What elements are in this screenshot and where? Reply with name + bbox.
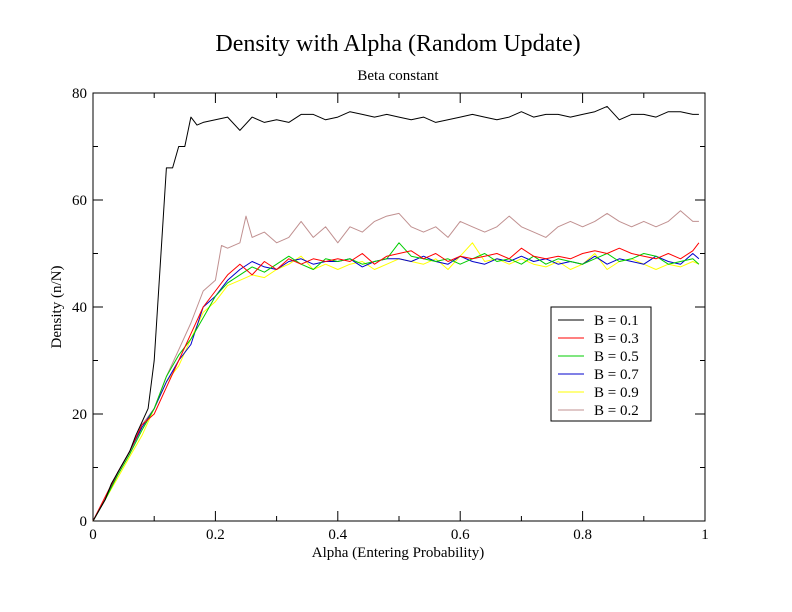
y-tick-label: 40 — [72, 300, 87, 316]
legend-label: B = 0.7 — [594, 367, 639, 383]
y-tick-label: 80 — [72, 86, 87, 102]
legend-label: B = 0.1 — [594, 313, 639, 329]
x-tick-label: 0.8 — [573, 527, 592, 543]
legend: B = 0.1 B = 0.3 B = 0.5 B = 0.7 B = 0.9 B = 0… — [550, 306, 652, 422]
x-tick-label: 1 — [701, 527, 709, 543]
series-line-b-0-2 — [92, 210, 699, 522]
x-tick-label: 0.4 — [328, 527, 347, 543]
x-tick-label: 0 — [89, 527, 97, 543]
series-layer — [92, 105, 700, 522]
y-tick-label: 20 — [72, 407, 87, 423]
x-tick-label: 0.2 — [206, 527, 225, 543]
series-line-b-0-3 — [92, 242, 700, 522]
legend-label: B = 0.9 — [594, 385, 639, 401]
series-line-b-0-1 — [92, 105, 699, 522]
series-line-b-0-5 — [92, 242, 700, 522]
x-tick-label: 0.6 — [451, 527, 470, 543]
chart-title: Density with Alpha (Random Update) — [215, 31, 580, 57]
y-axis-label: Density (n/N) — [49, 266, 65, 349]
axis-ticks: 0 0.2 0.4 0.6 0.8 1 0 20 40 60 80 — [72, 86, 709, 543]
y-tick-label: 60 — [72, 193, 87, 209]
y-tick-label: 0 — [80, 514, 88, 530]
x-axis-label: Alpha (Entering Probability) — [312, 545, 484, 561]
chart-subtitle: Beta constant — [357, 68, 439, 84]
legend-label: B = 0.3 — [594, 331, 639, 347]
legend-label: B = 0.5 — [594, 349, 639, 365]
legend-box — [550, 306, 652, 422]
legend-label: B = 0.2 — [594, 403, 639, 419]
